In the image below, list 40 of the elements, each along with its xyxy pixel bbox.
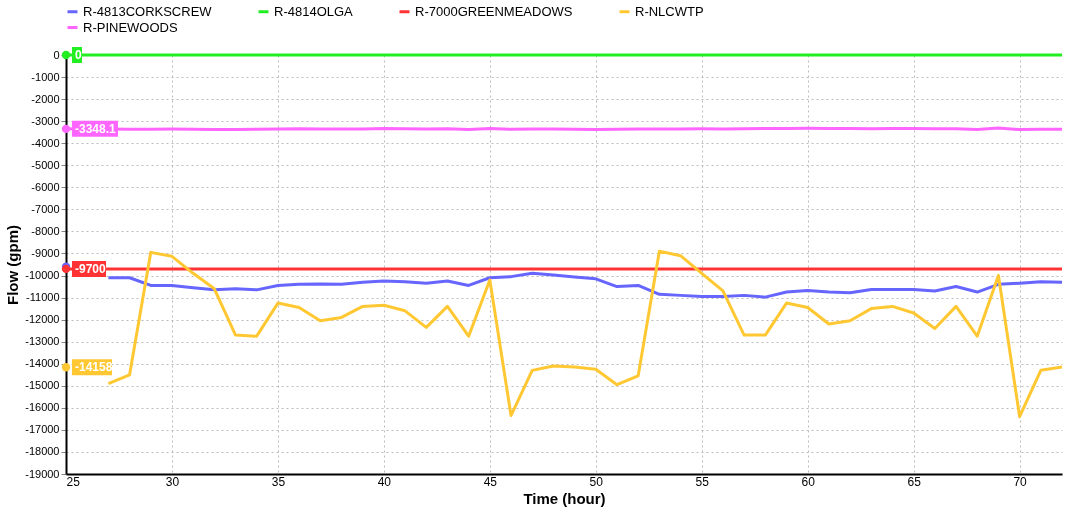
data-label: -3348.1 [75, 121, 117, 136]
y-tick-label: -2000 [31, 92, 60, 105]
y-tick-label: -11000 [26, 291, 60, 304]
x-tick-label: 35 [271, 474, 286, 489]
x-tick-label: 45 [483, 474, 498, 489]
y-tick-label: -17000 [25, 423, 60, 436]
y-tick-label: -12000 [25, 313, 60, 326]
y-axis-title: Flow (gpm) [4, 225, 22, 305]
y-tick-label: -5000 [31, 158, 60, 171]
y-tick-label: -13000 [25, 335, 60, 348]
legend-label: R-7000GREENMEADOWS [415, 3, 573, 19]
y-tick-label: -6000 [31, 180, 60, 193]
x-tick-label: 40 [377, 474, 392, 489]
legend-label: R-4813CORKSCREW [83, 3, 213, 19]
y-tick-label: -1000 [31, 70, 60, 83]
y-tick-label: 0 [53, 48, 60, 61]
x-tick-label: 70 [1013, 474, 1028, 489]
y-tick-label: -10000 [25, 269, 60, 282]
y-tick-label: -14000 [25, 357, 60, 370]
y-tick-label: -16000 [25, 401, 60, 414]
x-tick-label: 25 [66, 474, 81, 489]
legend-label: R-NLCWTP [635, 3, 704, 19]
y-tick-label: -18000 [25, 445, 60, 458]
x-tick-label: 30 [165, 474, 180, 489]
legend-label: R-4814OLGA [274, 3, 354, 19]
y-tick-label: -8000 [31, 224, 60, 237]
data-label: 0 [75, 48, 82, 62]
legend-label: R-PINEWOODS [83, 19, 178, 35]
y-tick-label: -19000 [25, 467, 60, 480]
x-axis-title: Time (hour) [523, 489, 606, 507]
x-tick-label: 50 [589, 474, 604, 489]
y-tick-label: -15000 [25, 379, 60, 392]
y-tick-label: -3000 [31, 114, 60, 127]
x-tick-label: 65 [907, 474, 922, 489]
x-tick-label: 55 [695, 474, 710, 489]
y-tick-label: -7000 [31, 202, 60, 215]
data-label: -14158 [75, 360, 113, 375]
y-tick-label: -4000 [31, 136, 60, 149]
x-tick-label: 60 [801, 474, 816, 489]
y-tick-label: -9000 [31, 246, 60, 259]
